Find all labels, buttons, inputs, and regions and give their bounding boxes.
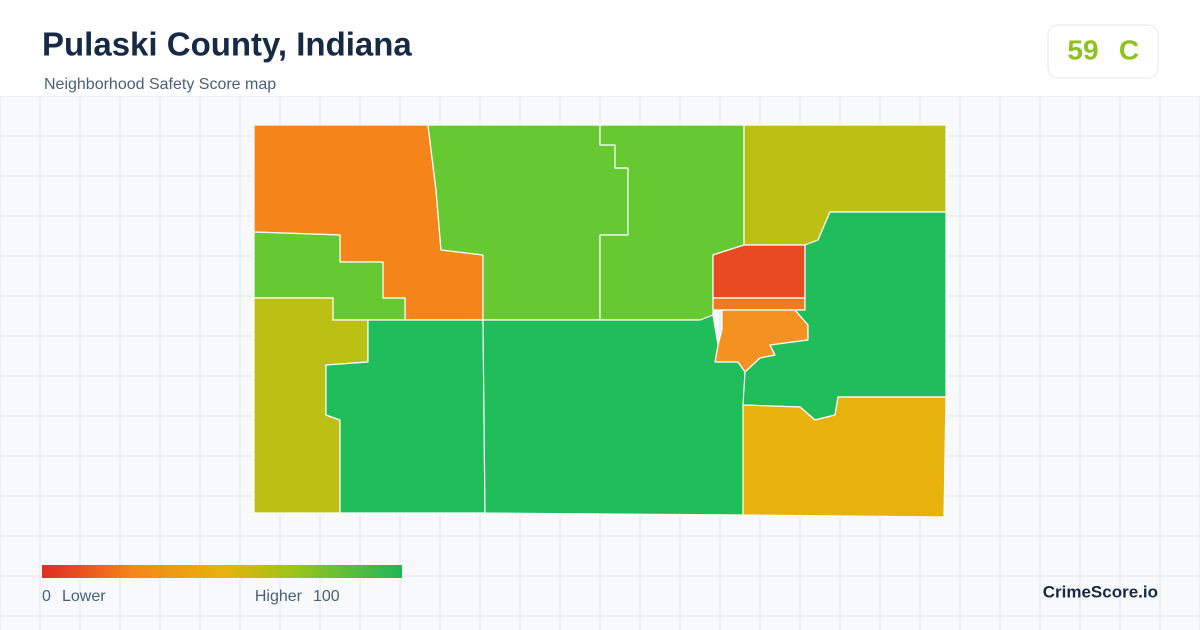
legend-gradient xyxy=(42,565,402,578)
brand: CrimeScore.io xyxy=(1043,582,1158,601)
region xyxy=(712,297,806,311)
legend-min: 0 xyxy=(42,588,51,605)
badge-grade: C xyxy=(1119,34,1139,65)
legend-min-label: Lower xyxy=(62,588,106,605)
badge-box xyxy=(1047,24,1159,79)
region xyxy=(742,396,947,518)
legend: 0 Lower Higher 100 xyxy=(42,565,402,605)
region xyxy=(482,314,746,516)
title: Pulaski County, Indiana xyxy=(42,26,412,63)
legend-max-label: Higher xyxy=(255,588,303,605)
region xyxy=(712,244,806,299)
county-map xyxy=(253,124,947,518)
header-band xyxy=(0,0,1200,96)
score-badge: 59 C xyxy=(1047,24,1159,79)
subtitle: Neighborhood Safety Score map xyxy=(44,76,276,93)
badge-score: 59 xyxy=(1067,34,1098,65)
legend-max: 100 xyxy=(313,588,340,605)
